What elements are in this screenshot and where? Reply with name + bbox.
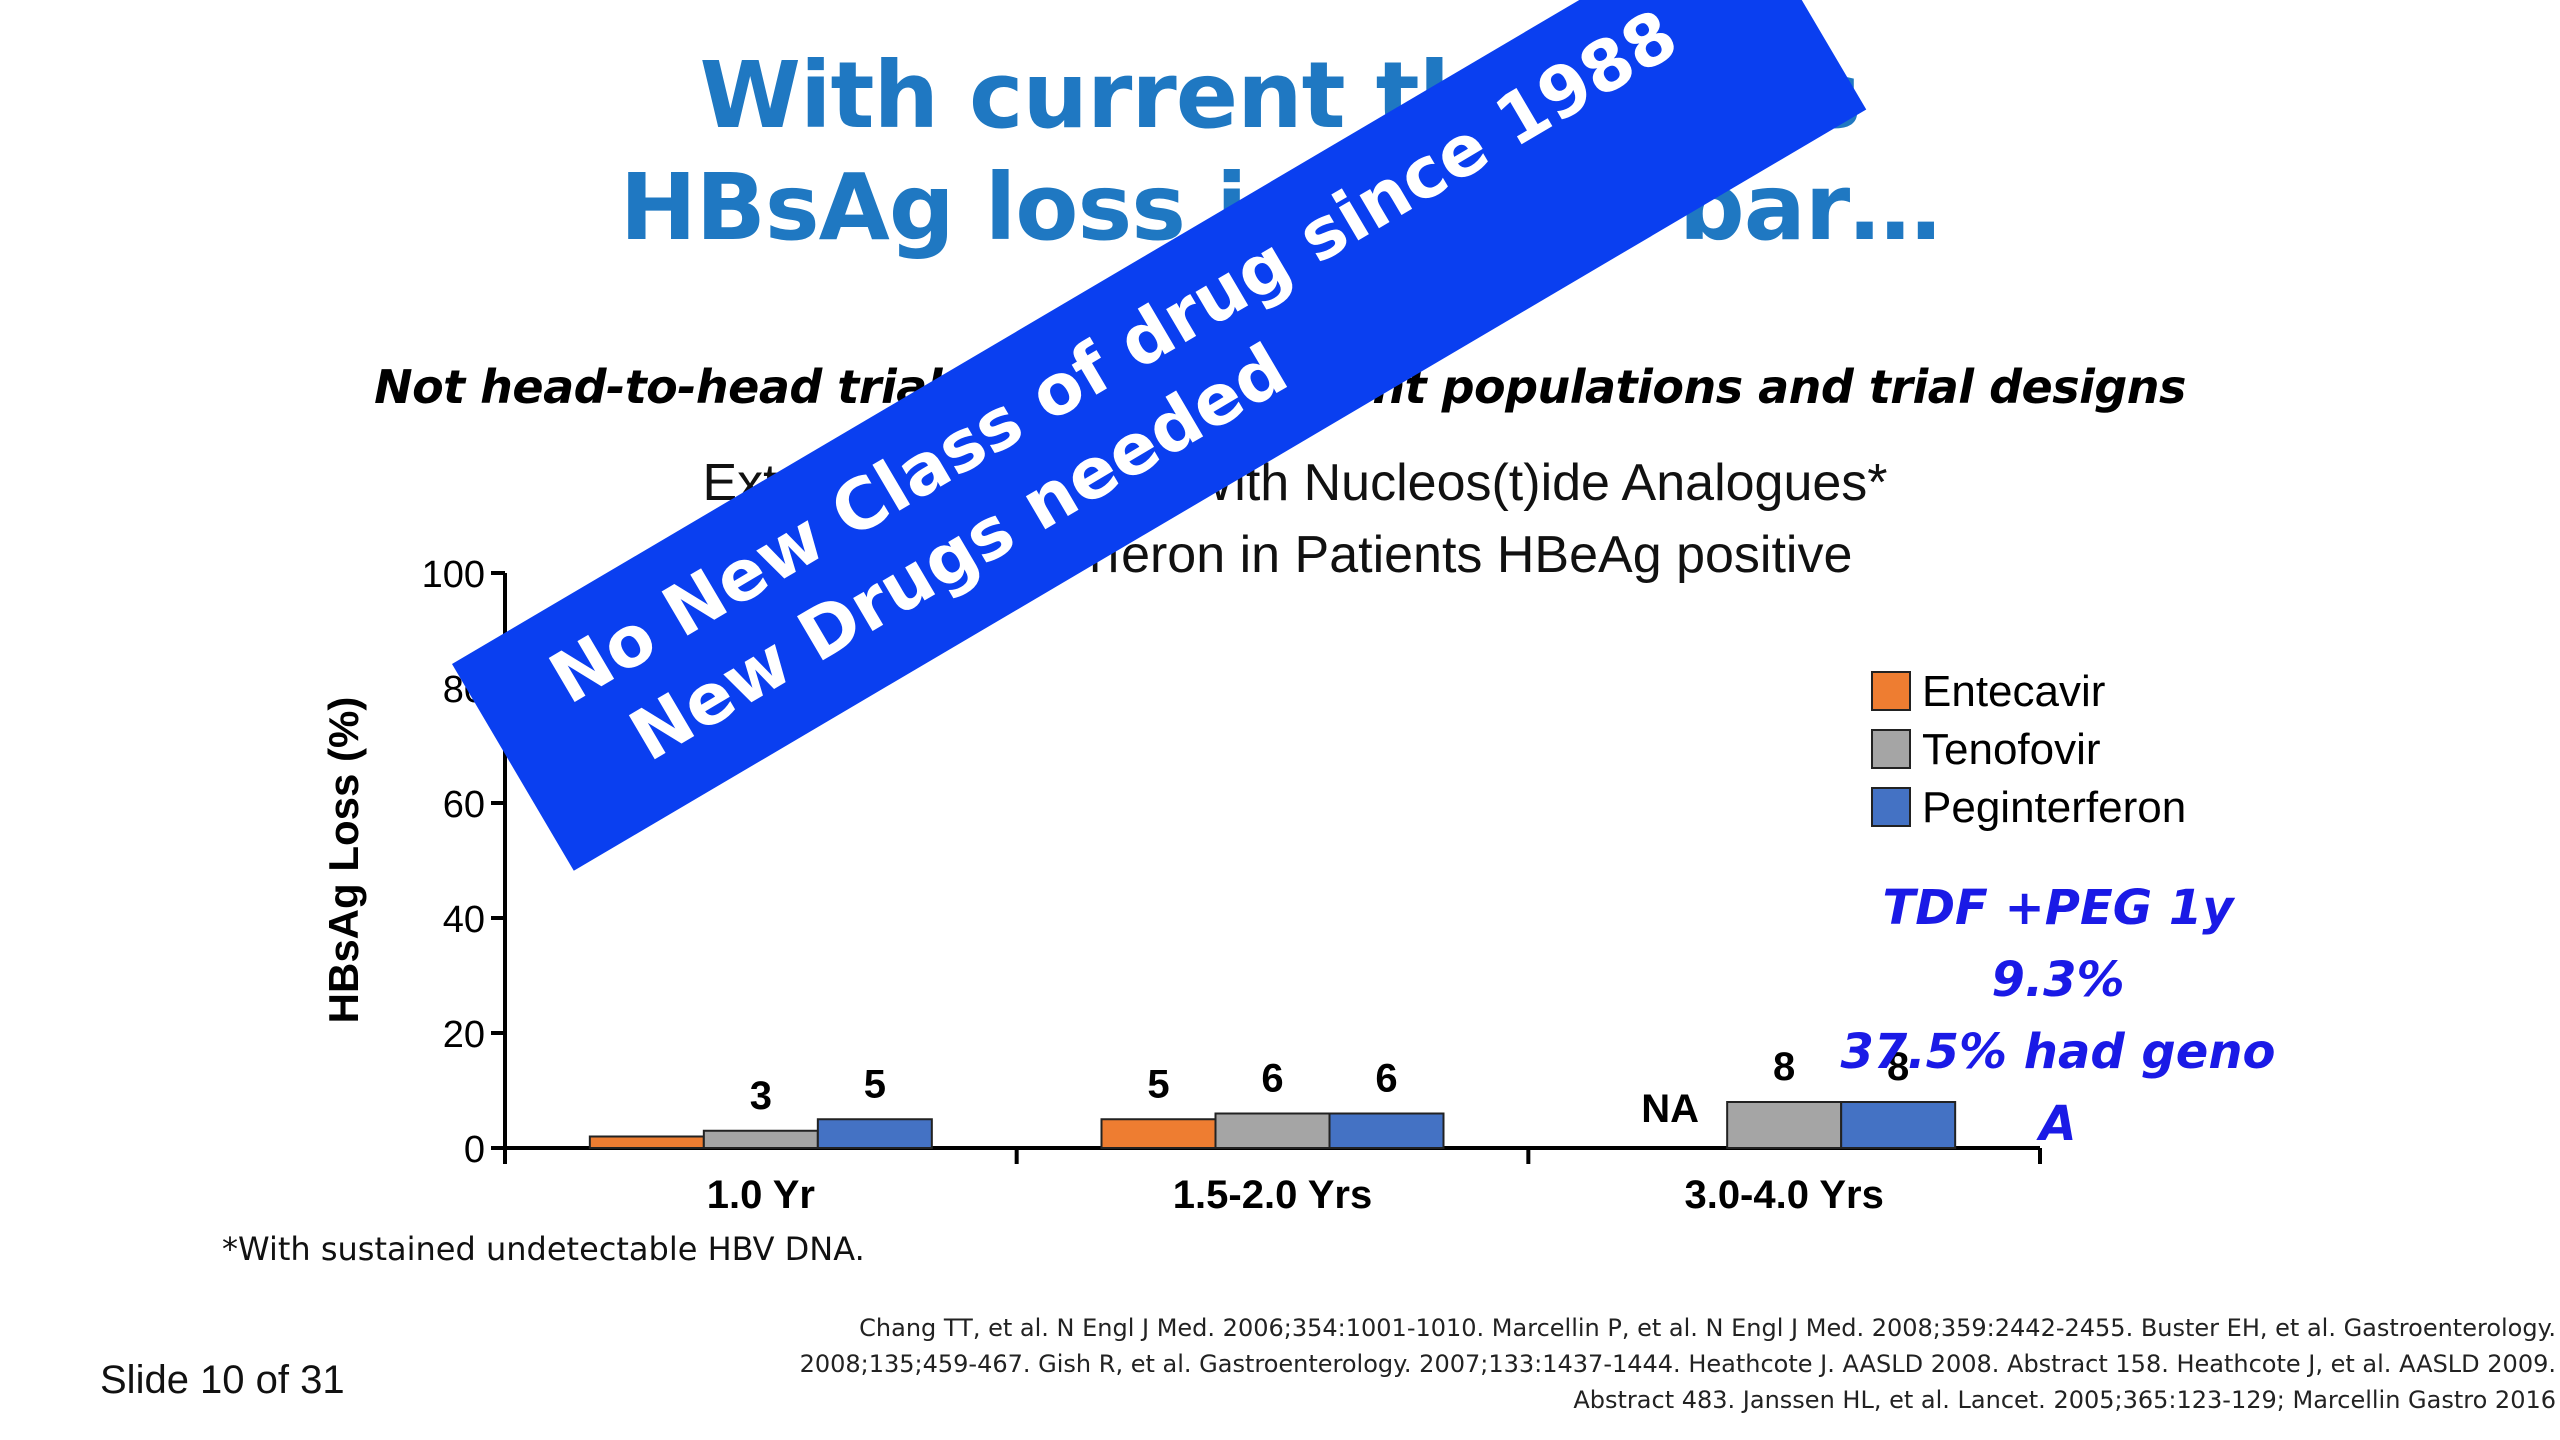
bar-tenofovir [702,1129,819,1149]
references: Chang TT, et al. N Engl J Med. 2006;354:… [756,1310,2556,1418]
x-category-label: 3.0-4.0 Yrs [1684,1173,1883,1217]
legend-label-entecavir: Entecavir [1922,667,2105,716]
bar-peginterferon [1840,1101,1957,1149]
legend-swatch-entecavir [1871,671,1911,711]
y-axis-label: HBsAg Loss (%) [320,697,367,1024]
y-tick-label: 0 [464,1129,485,1171]
bar-data-label: 6 [1375,1057,1397,1101]
legend-label-peginterferon: Peginterferon [1922,783,2186,832]
y-tick-label: 20 [443,1014,485,1056]
chart-legend: Entecavir Tenofovir Peginterferon [1871,667,2186,832]
slide-number: Slide 10 of 31 [100,1358,345,1402]
side-note-line-2: 37.5% had geno A [1840,1024,2276,1152]
legend-swatch-peginterferon [1871,787,1911,827]
bar-data-label: 8 [1887,1045,1909,1089]
side-note-line-1: TDF +PEG 1y 9.3% [1882,880,2234,1008]
chart-bars: 3 5 5 6 6 NA 8 8 [588,1045,1957,1149]
footnote: *With sustained undetectable HBV DNA. [222,1230,865,1268]
bar-data-label: NA [1641,1087,1699,1131]
reference-line-3: Abstract 483. Janssen HL, et al. Lancet.… [1573,1386,2556,1414]
y-tick-label: 40 [443,899,485,941]
legend-label-tenofovir: Tenofovir [1922,725,2101,774]
reference-line-1: Chang TT, et al. N Engl J Med. 2006;354:… [859,1314,2556,1342]
bar-data-label: 5 [1147,1062,1169,1106]
bar-data-label: 6 [1261,1057,1283,1101]
x-category-label: 1.0 Yr [707,1173,815,1217]
bar-peginterferon [1328,1112,1445,1149]
y-tick-label: 60 [443,784,485,826]
bar-data-label: 5 [864,1062,886,1106]
bar-data-label: 8 [1773,1045,1795,1089]
bar-entecavir [588,1135,705,1149]
bar-entecavir [1100,1118,1217,1149]
bar-data-label: 3 [750,1074,772,1118]
y-tick-label: 100 [422,554,485,596]
reference-line-2: 2008;135;459-467. Gish R, et al. Gastroe… [799,1350,2556,1378]
legend-swatch-tenofovir [1871,729,1911,769]
bar-peginterferon [816,1118,933,1149]
side-note: TDF +PEG 1y 9.3% 37.5% had geno A [1838,872,2278,1160]
bar-tenofovir [1214,1112,1331,1149]
x-category-label: 1.5-2.0 Yrs [1173,1173,1372,1217]
bar-tenofovir [1726,1101,1843,1149]
